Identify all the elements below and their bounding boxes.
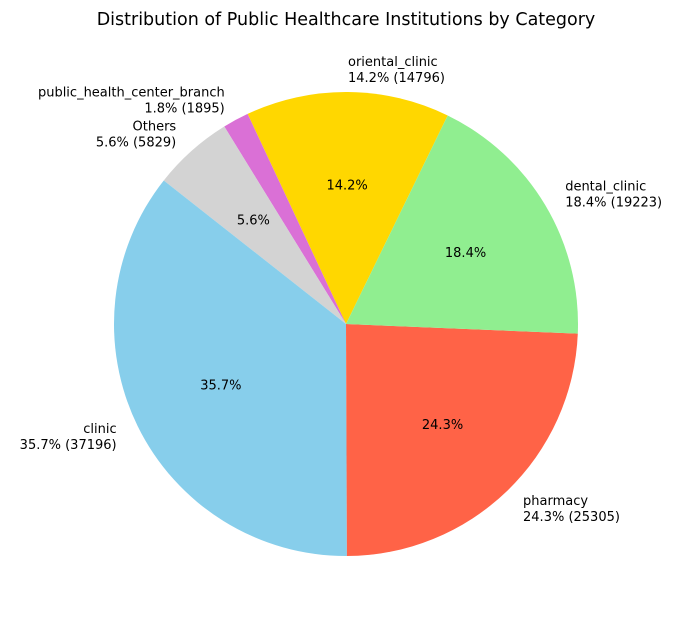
slice-category-name: pharmacy [523, 494, 588, 509]
slice-percent-count: 18.4% (19223) [565, 195, 662, 210]
slice-outer-label: public_health_center_branch 1.8% (1895) [38, 85, 225, 116]
slice-outer-label: oriental_clinic 14.2% (14796) [348, 55, 445, 86]
slice-percent-label: 14.2% [326, 178, 367, 193]
pie-slice-dental-clinic [346, 115, 578, 334]
pie-slice-oriental-clinic [247, 92, 448, 324]
slice-percent-count: 35.7% (37196) [20, 438, 117, 453]
pie-slices [114, 92, 578, 556]
slice-outer-label: clinic 35.7% (37196) [20, 422, 117, 453]
slice-outer-label: dental_clinic 18.4% (19223) [565, 179, 662, 210]
slice-outer-label: Others 5.6% (5829) [96, 119, 177, 150]
pie-slice-others [163, 126, 346, 325]
slice-category-name: clinic [83, 422, 116, 437]
slice-percent-count: 1.8% (1895) [144, 101, 224, 116]
chart-title: Distribution of Public Healthcare Instit… [97, 10, 596, 30]
slice-category-name: oriental_clinic [348, 55, 438, 70]
pie-slice-clinic [114, 180, 347, 556]
slice-percent-label: 35.7% [200, 379, 241, 394]
slice-percent-label: 5.6% [237, 214, 270, 229]
slice-percent-count: 14.2% (14796) [348, 71, 445, 86]
pie-labels: 14.2% oriental_clinic 14.2% (14796) public_… [20, 55, 662, 525]
slice-percent-count: 24.3% (25305) [523, 510, 620, 525]
pie-slice-public-health-center-branch [224, 113, 346, 324]
slice-percent-count: 5.6% (5829) [96, 135, 176, 150]
slice-category-name: dental_clinic [565, 179, 646, 194]
slice-percent-label: 24.3% [422, 418, 463, 433]
pie-slice-pharmacy [346, 324, 578, 556]
slice-category-name: public_health_center_branch [38, 85, 225, 100]
slice-outer-label: pharmacy 24.3% (25305) [523, 494, 620, 525]
slice-percent-label: 18.4% [445, 246, 486, 261]
slice-category-name: Others [133, 119, 177, 134]
